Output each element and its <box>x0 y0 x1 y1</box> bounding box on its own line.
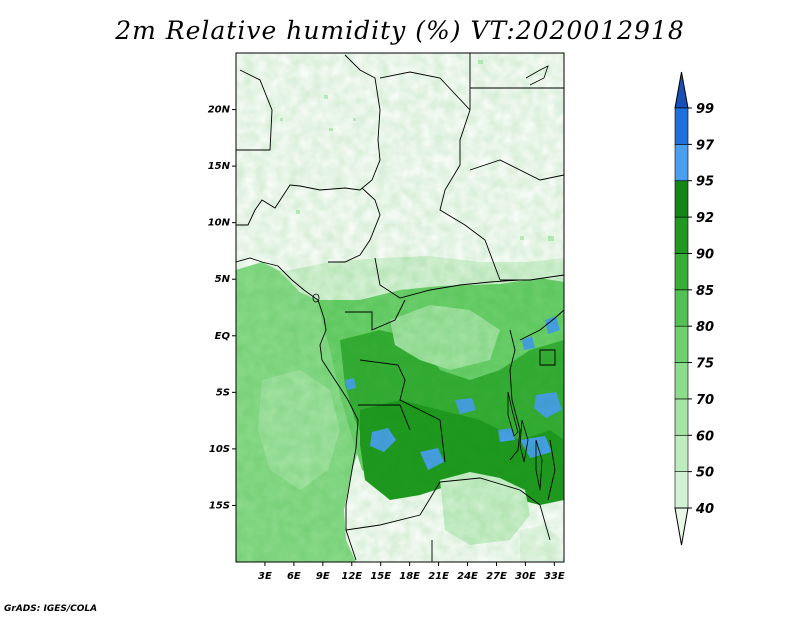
longitude-axis: 3E 6E 9E 12E 15E 18E 21E 24E 27E 30E 33E <box>258 562 565 582</box>
y-tick-label: 20N <box>208 105 231 116</box>
colorbar: 40 50 60 70 75 80 85 90 92 95 97 99 <box>674 71 715 546</box>
colorbar-label: 97 <box>696 138 715 153</box>
x-tick-label: 3E <box>258 571 272 582</box>
colorbar-segment <box>674 107 689 145</box>
colorbar-label: 92 <box>696 211 714 226</box>
latitude-axis: 20N 15N 10N 5N EQ 5S 10S 15S <box>208 105 236 511</box>
x-tick-label: 6E <box>287 571 301 582</box>
country-borders <box>236 53 564 562</box>
colorbar-label: 85 <box>696 284 714 299</box>
colorbar-label: 75 <box>696 357 714 372</box>
grain-texture <box>236 53 564 562</box>
map-title: 2m Relative humidity (%) VT:2020012918 <box>115 16 685 45</box>
y-tick-label: 5S <box>216 387 230 398</box>
y-tick-label: 15S <box>209 500 230 511</box>
colorbar-label: 80 <box>696 320 714 335</box>
map-frame <box>235 52 565 563</box>
x-tick-label: 12E <box>341 571 362 582</box>
x-tick-label: 18E <box>399 571 420 582</box>
y-tick-label: 15N <box>208 161 231 172</box>
colorbar-label: 70 <box>696 393 714 408</box>
x-tick-label: 30E <box>515 571 536 582</box>
y-tick-label: 10N <box>208 218 231 229</box>
x-tick-label: 15E <box>370 571 391 582</box>
colorbar-segment <box>674 144 689 182</box>
colorbar-segment <box>674 180 689 218</box>
colorbar-segment <box>674 289 689 327</box>
colorbar-segment <box>674 362 689 400</box>
colorbar-segment <box>674 471 689 509</box>
colorbar-segment <box>674 253 689 291</box>
colorbar-segment <box>674 216 689 254</box>
x-tick-label: 33E <box>544 571 565 582</box>
colorbar-segment <box>674 434 689 472</box>
credit-label: GrADS: IGES/COLA <box>4 604 98 614</box>
y-tick-label: 10S <box>209 444 230 455</box>
x-tick-label: 9E <box>316 571 330 582</box>
y-tick-label: EQ <box>215 331 231 342</box>
lakes <box>312 65 549 491</box>
colorbar-label: 90 <box>696 247 714 262</box>
y-tick-label: 5N <box>215 274 231 285</box>
colorbar-label: 40 <box>695 502 714 517</box>
colorbar-lower-triangle <box>674 507 689 546</box>
x-tick-label: 21E <box>428 571 449 582</box>
colorbar-upper-triangle <box>674 71 689 109</box>
map-plot-area <box>236 53 564 562</box>
colorbar-label: 95 <box>696 175 714 190</box>
colorbar-label: 60 <box>696 429 714 444</box>
colorbar-segment <box>674 398 689 436</box>
colorbar-label: 99 <box>696 102 714 117</box>
x-tick-label: 27E <box>486 571 507 582</box>
colorbar-segment <box>674 325 689 363</box>
x-tick-label: 24E <box>457 571 478 582</box>
colorbar-label: 50 <box>696 466 714 481</box>
